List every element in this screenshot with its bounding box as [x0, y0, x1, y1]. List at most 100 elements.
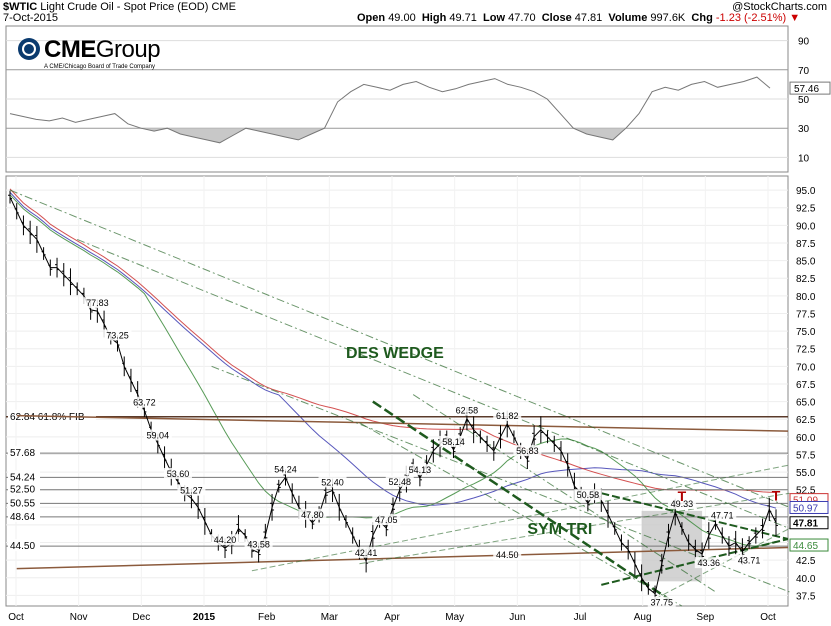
point-label: 52.48 [388, 477, 411, 487]
level-label-bg [8, 446, 40, 459]
point-label: 54.24 [274, 464, 297, 474]
point-label-bg [493, 409, 522, 421]
month-label: Oct [8, 612, 24, 623]
price-tick-label: 87.5 [796, 239, 816, 250]
point-label-bg [130, 396, 159, 408]
price-tick-label: 70.0 [796, 362, 816, 373]
wedge-trendline [211, 365, 790, 593]
point-label-bg [385, 475, 414, 487]
point-label: 44.20 [214, 535, 237, 545]
level-label: 52.50 [10, 485, 35, 496]
level-label-bg [8, 482, 40, 495]
point-label: 49.33 [671, 499, 694, 509]
wedge-trendline [77, 238, 790, 529]
point-label: 47.05 [375, 515, 398, 525]
price-tick-label: 60.0 [796, 433, 816, 444]
level-label: 57.68 [10, 448, 35, 459]
des-wedge-line [372, 400, 670, 600]
cme-logo: CMEGroup A CME/Chicago Board of Trade Co… [18, 36, 188, 76]
price-tick-label: 37.5 [796, 591, 816, 602]
price-tick-label: 80.0 [796, 292, 816, 303]
right-value-label: 47.81 [793, 519, 818, 530]
sym-tri-lower [601, 538, 789, 586]
level-label: 54.24 [10, 472, 35, 483]
point-label: 47.71 [711, 510, 734, 520]
top-marker-1: T [678, 488, 687, 504]
point-label-bg [439, 435, 468, 447]
point-label: 62.58 [456, 406, 479, 416]
point-label-bg [513, 445, 542, 457]
logo-word-bold: CME [44, 36, 96, 63]
price-tick-label: 65.0 [796, 398, 816, 409]
chart-header: $WTIC Light Crude Oil - Spot Price (EOD)… [0, 0, 831, 24]
point-label-bg [103, 329, 132, 341]
point-label: 54.13 [409, 465, 432, 475]
high-label: High [421, 12, 447, 24]
point-label: 37.75 [651, 598, 674, 608]
month-label: Jul [574, 612, 587, 623]
month-label: Sep [696, 612, 714, 623]
price-tick-label: 92.5 [796, 204, 816, 215]
price-tick-label: 77.5 [796, 309, 816, 320]
low-label: Low [483, 12, 506, 24]
month-label: Aug [634, 612, 652, 623]
point-label: 52.40 [321, 477, 344, 487]
point-label: 44.50 [496, 550, 519, 560]
logo-subtitle: A CME/Chicago Board of Trade Company [44, 64, 156, 70]
point-label-bg [452, 404, 481, 416]
rising-trendline [251, 464, 790, 572]
point-label-bg [735, 554, 764, 566]
point-label: 43.36 [698, 558, 721, 568]
month-label: Oct [760, 612, 776, 623]
rising-trendline [359, 492, 790, 565]
ma-red-line [9, 188, 777, 493]
wedge-trendline [359, 422, 683, 607]
point-label: 42.41 [355, 548, 378, 558]
volume-label: Volume [608, 12, 648, 24]
month-label: Apr [384, 612, 400, 623]
price-line [9, 196, 777, 595]
rsi-last-value-box [789, 81, 831, 95]
month-label: Dec [132, 612, 150, 623]
rsi-tick-label: 90 [798, 37, 810, 48]
price-tick-label: 82.5 [796, 274, 816, 285]
point-label-bg [647, 596, 676, 608]
month-label: 2015 [193, 612, 216, 623]
price-tick-label: 67.5 [796, 380, 816, 391]
low-value: 47.70 [508, 12, 536, 24]
right-value-box [789, 538, 829, 552]
point-label-bg [271, 463, 300, 475]
point-label-bg [177, 484, 206, 496]
price-tick-label: 42.5 [796, 556, 816, 567]
right-value-box [789, 516, 829, 530]
resistance-line [16, 414, 789, 432]
change-value: -1.23 (-2.51%) [715, 12, 787, 24]
point-label: 73.25 [106, 330, 129, 340]
logo-word-thin: Group [95, 36, 161, 63]
point-label-bg [573, 489, 602, 501]
point-label-bg [694, 557, 723, 569]
price-panel: 37.540.042.545.047.550.052.555.057.560.0… [5, 175, 829, 623]
point-label-bg [667, 498, 696, 510]
level-label-bg [8, 470, 40, 483]
level-label-bg [8, 496, 40, 509]
close-label: Close [541, 12, 572, 24]
open-label: Open [357, 12, 386, 24]
point-label: 61.82 [496, 411, 519, 421]
point-label-bg [83, 297, 112, 309]
sym-tri-upper [601, 492, 789, 541]
rsi-oversold-fill [10, 128, 770, 143]
price-tick-label: 95.0 [796, 186, 816, 197]
rsi-tick-label: 70 [798, 66, 810, 77]
price-tick-label: 90.0 [796, 221, 816, 232]
point-label: 43.58 [247, 540, 270, 550]
point-label: 56.83 [516, 446, 539, 456]
rsi-last-value: 57.46 [794, 84, 819, 95]
point-label: 51.27 [180, 485, 203, 495]
high-value: 49.71 [449, 12, 477, 24]
sym-tri-annotation: SYM TRI [527, 521, 592, 538]
point-label-bg [405, 464, 434, 476]
point-label: 50.58 [577, 490, 600, 500]
logo-wordmark: CMEGroup [44, 36, 161, 64]
